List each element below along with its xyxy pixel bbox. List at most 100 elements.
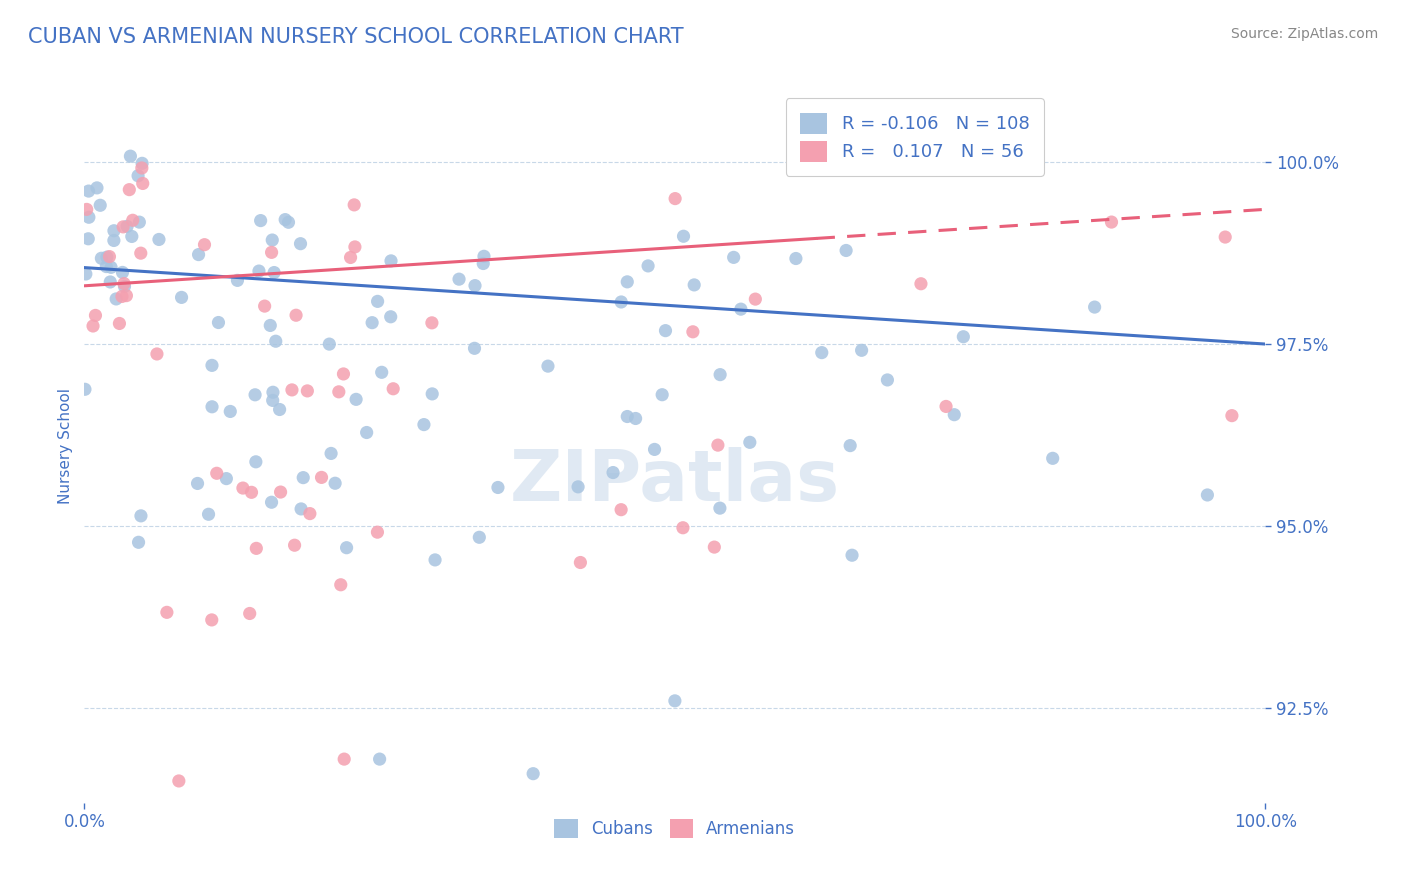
Point (329, 578, 352, 592)
Point (624, 411, 647, 425)
Point (602, 466, 624, 480)
Point (1101, 215, 1123, 229)
Point (486, 480, 509, 494)
Point (132, 177, 155, 191)
Point (730, 302, 752, 317)
Point (129, 246, 152, 260)
Point (201, 359, 224, 373)
Point (943, 408, 966, 422)
Point (810, 345, 832, 359)
Point (205, 467, 228, 481)
Text: CUBAN VS ARMENIAN NURSERY SCHOOL CORRELATION CHART: CUBAN VS ARMENIAN NURSERY SCHOOL CORRELA… (28, 27, 683, 46)
Point (111, 289, 134, 303)
Point (243, 388, 266, 402)
Point (226, 273, 249, 287)
Point (262, 393, 284, 408)
Point (413, 417, 436, 432)
Point (420, 316, 443, 330)
Point (118, 183, 141, 197)
Point (423, 553, 446, 567)
Point (672, 521, 695, 535)
Point (96, 260, 118, 274)
Point (285, 308, 308, 322)
Text: ZIPatlas: ZIPatlas (510, 447, 839, 516)
Point (472, 249, 495, 263)
Point (253, 299, 276, 313)
Point (103, 234, 125, 248)
Point (121, 213, 143, 227)
Point (644, 442, 666, 457)
Point (664, 192, 686, 206)
Point (108, 317, 131, 331)
Point (672, 229, 695, 244)
Point (260, 245, 283, 260)
Point (1197, 488, 1219, 502)
Point (366, 525, 388, 540)
Point (128, 535, 150, 549)
Point (472, 256, 495, 270)
Point (264, 334, 287, 349)
Point (100, 260, 122, 275)
Point (115, 219, 138, 234)
Point (319, 446, 342, 460)
Point (522, 766, 544, 780)
Point (270, 485, 292, 500)
Point (98, 250, 121, 264)
Point (616, 275, 638, 289)
Point (115, 288, 138, 302)
Point (260, 495, 283, 509)
Y-axis label: Nursery School: Nursery School (58, 388, 73, 504)
Point (910, 277, 932, 291)
Point (112, 277, 135, 291)
Point (84, 309, 107, 323)
Point (259, 318, 281, 333)
Point (129, 508, 152, 523)
Point (73, 382, 96, 396)
Point (1084, 300, 1107, 314)
Point (269, 402, 291, 417)
Point (146, 347, 169, 361)
Point (723, 251, 745, 265)
Point (77, 211, 100, 225)
Point (664, 694, 686, 708)
Point (193, 237, 215, 252)
Point (1042, 451, 1064, 466)
Point (284, 538, 307, 552)
Point (380, 253, 402, 268)
Point (367, 294, 389, 309)
Point (651, 388, 673, 402)
Point (297, 384, 319, 398)
Point (290, 236, 312, 251)
Point (468, 530, 491, 544)
Point (127, 169, 149, 183)
Point (323, 476, 346, 491)
Point (616, 409, 638, 424)
Point (197, 508, 219, 522)
Point (785, 252, 807, 266)
Point (112, 219, 135, 234)
Point (333, 752, 356, 766)
Point (292, 470, 315, 484)
Point (232, 481, 254, 495)
Point (318, 337, 340, 351)
Point (262, 233, 284, 247)
Point (463, 341, 485, 355)
Point (298, 507, 321, 521)
Point (738, 435, 761, 450)
Point (1220, 409, 1243, 423)
Point (311, 470, 333, 484)
Legend: Cubans, Armenians: Cubans, Armenians (548, 812, 801, 845)
Point (637, 259, 659, 273)
Point (121, 229, 143, 244)
Point (111, 265, 134, 279)
Point (245, 455, 267, 469)
Point (128, 215, 150, 229)
Point (447, 272, 470, 286)
Point (274, 212, 297, 227)
Point (610, 502, 633, 516)
Point (709, 501, 731, 516)
Point (537, 359, 560, 373)
Point (219, 404, 242, 418)
Point (567, 480, 589, 494)
Point (120, 149, 142, 163)
